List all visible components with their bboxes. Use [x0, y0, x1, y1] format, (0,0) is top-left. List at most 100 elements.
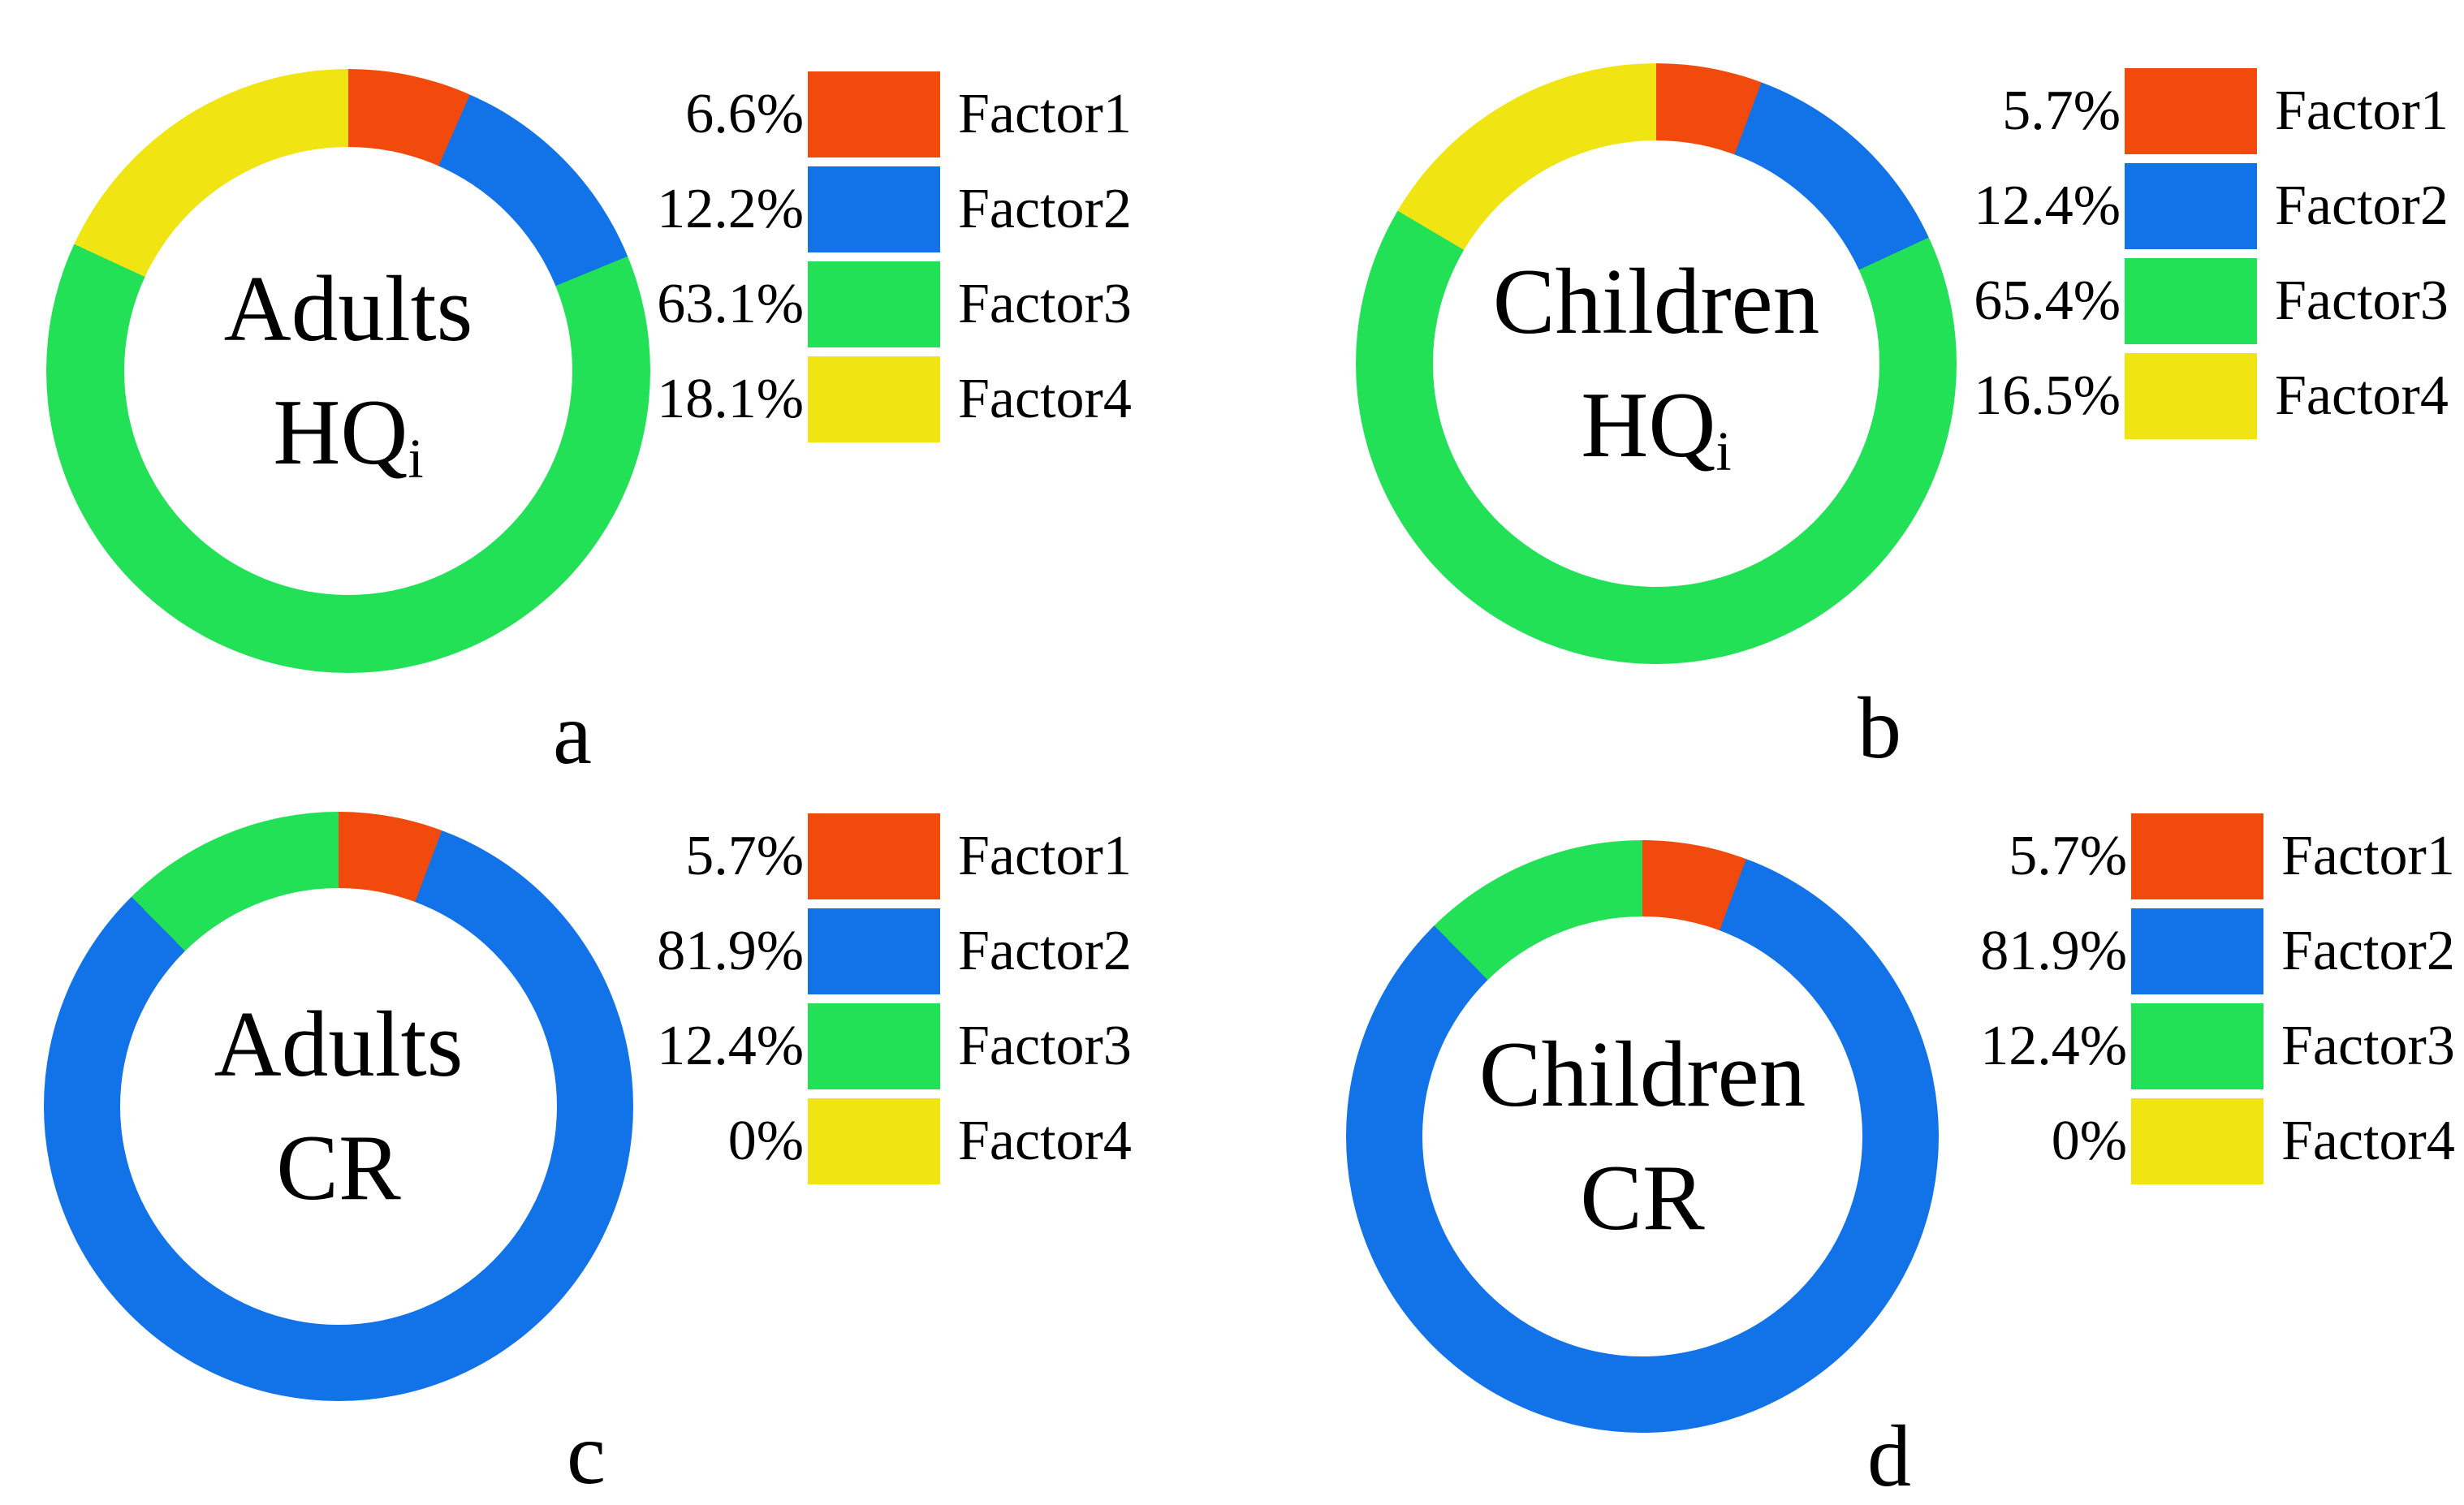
legend-item: 81.9% Factor2: [1892, 908, 2455, 994]
center-title-line2: HQi: [273, 371, 423, 494]
legend-item: 18.1% Factor4: [568, 356, 1132, 442]
donut-hole: Children CR: [1422, 916, 1862, 1356]
donut-center-label: Adults HQi: [224, 248, 473, 494]
legend-value: 5.7%: [2009, 825, 2127, 887]
legend-value: 18.1%: [657, 368, 804, 430]
legend-swatch: [2131, 1098, 2263, 1184]
center-title-line1: Children: [1478, 1023, 1806, 1127]
legend-value: 12.2%: [657, 178, 804, 240]
center-title-line2: HQi: [1581, 364, 1731, 487]
legend-value: 12.4%: [1980, 1015, 2127, 1077]
legend-swatch: [808, 1003, 940, 1089]
legend-swatch: [808, 908, 940, 994]
legend-item: 12.4% Factor3: [568, 1003, 1132, 1089]
legend-item: 12.4% Factor3: [1892, 1003, 2455, 1089]
legend-label: Factor3: [958, 273, 1132, 335]
legend-swatch: [808, 166, 940, 252]
legend-swatch: [808, 356, 940, 442]
center-title-line2-text: CR: [1580, 1146, 1705, 1249]
legend-item: 16.5% Factor4: [1885, 353, 2449, 439]
legend-swatch: [808, 261, 940, 347]
legend-swatch: [2131, 813, 2263, 899]
legend-item: 12.2% Factor2: [568, 166, 1132, 252]
legend-swatch: [2125, 163, 2257, 249]
legend: 5.7% Factor1 12.4% Factor2 65.4% Factor3…: [1885, 68, 2449, 448]
center-title-line2: CR: [276, 1106, 400, 1230]
legend-value: 81.9%: [1980, 920, 2127, 982]
legend-item: 0% Factor4: [1892, 1098, 2455, 1184]
legend-label: Factor3: [2281, 1015, 2455, 1077]
legend-item: 12.4% Factor2: [1885, 163, 2449, 249]
donut-chart-b: Children HQi: [1356, 63, 1957, 664]
legend-label: Factor3: [958, 1015, 1132, 1077]
legend: 5.7% Factor1 81.9% Factor2 12.4% Factor3…: [1892, 813, 2455, 1193]
donut-hole: Adults CR: [119, 887, 558, 1326]
legend-label: Factor2: [958, 178, 1132, 240]
figure-caption-d: d: [1867, 1408, 1911, 1505]
legend-item: 5.7% Factor1: [1885, 68, 2449, 154]
center-title-subscript: i: [1715, 420, 1732, 482]
legend-item: 63.1% Factor3: [568, 261, 1132, 347]
legend: 5.7% Factor1 81.9% Factor2 12.4% Factor3…: [568, 813, 1132, 1193]
donut-hole: Children HQi: [1433, 140, 1879, 587]
donut-center-label: Children HQi: [1493, 240, 1819, 487]
center-title-line2-text: CR: [276, 1116, 401, 1219]
legend-label: Factor4: [958, 368, 1132, 430]
legend-swatch: [2125, 353, 2257, 439]
legend-label: Factor1: [2281, 825, 2455, 887]
legend-item: 5.7% Factor1: [568, 813, 1132, 899]
legend-label: Factor4: [2275, 364, 2449, 427]
legend-swatch: [2131, 1003, 2263, 1089]
donut-hole: Adults HQi: [123, 146, 573, 596]
figure-caption-a: a: [553, 686, 592, 783]
legend-item: 6.6% Factor1: [568, 71, 1132, 157]
legend-value: 63.1%: [657, 273, 804, 335]
center-title-line1: Children: [1492, 250, 1820, 354]
center-title-line1: Adults: [214, 993, 464, 1097]
legend-value: 0%: [727, 1110, 804, 1172]
legend-label: Factor2: [2275, 175, 2449, 237]
legend-value: 12.4%: [657, 1015, 804, 1077]
legend-swatch: [2125, 258, 2257, 344]
legend-label: Factor4: [2281, 1110, 2455, 1172]
figure-caption-c: c: [567, 1406, 606, 1503]
legend-value: 5.7%: [685, 825, 804, 887]
legend-swatch: [808, 813, 940, 899]
legend-swatch: [808, 1098, 940, 1184]
legend-label: Factor1: [958, 825, 1132, 887]
figure-caption-b: b: [1858, 680, 1901, 777]
legend-item: 81.9% Factor2: [568, 908, 1132, 994]
legend-swatch: [2125, 68, 2257, 154]
legend-value: 65.4%: [1974, 270, 2121, 332]
legend-label: Factor2: [958, 920, 1132, 982]
legend-value: 0%: [2051, 1110, 2127, 1172]
legend-label: Factor1: [958, 83, 1132, 145]
legend-value: 12.4%: [1974, 175, 2121, 237]
legend-item: 5.7% Factor1: [1892, 813, 2455, 899]
legend-label: Factor3: [2275, 270, 2449, 332]
donut-center-label: Adults CR: [214, 983, 464, 1230]
center-title-line1: Adults: [223, 257, 473, 361]
legend-value: 81.9%: [657, 920, 804, 982]
center-title-line2-text: HQ: [273, 381, 408, 484]
donut-chart-a: Adults HQi: [46, 69, 650, 673]
center-title-subscript: i: [408, 427, 424, 489]
legend-swatch: [808, 71, 940, 157]
legend-value: 5.7%: [2002, 80, 2121, 142]
donut-chart-c: Adults CR: [44, 812, 633, 1401]
center-title-line2: CR: [1580, 1136, 1704, 1260]
legend-label: Factor2: [2281, 920, 2455, 982]
legend-label: Factor1: [2275, 80, 2449, 142]
donut-center-label: Children CR: [1479, 1013, 1806, 1260]
legend-swatch: [2131, 908, 2263, 994]
legend-item: 0% Factor4: [568, 1098, 1132, 1184]
legend-value: 16.5%: [1974, 364, 2121, 427]
legend-item: 65.4% Factor3: [1885, 258, 2449, 344]
legend: 6.6% Factor1 12.2% Factor2 63.1% Factor3…: [568, 71, 1132, 451]
donut-chart-d: Children CR: [1346, 840, 1939, 1433]
legend-label: Factor4: [958, 1110, 1132, 1172]
